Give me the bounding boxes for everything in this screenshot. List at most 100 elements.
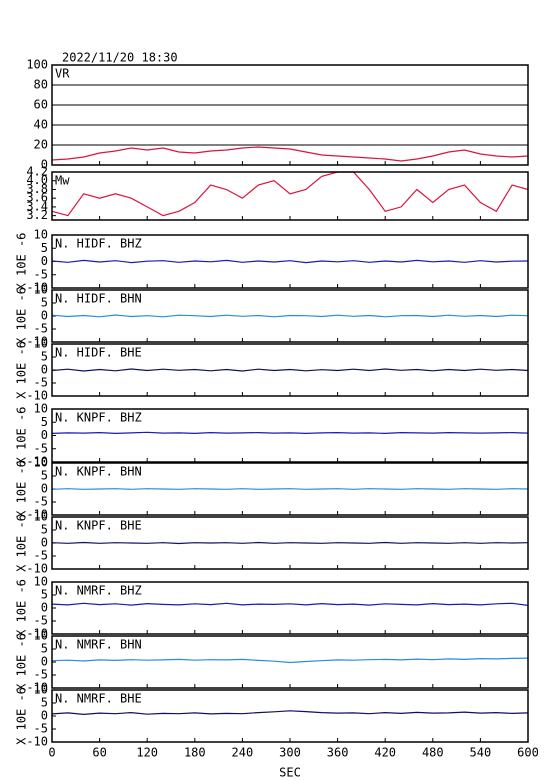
x-tick-label: 480	[422, 746, 444, 760]
y-tick-label: 5	[41, 642, 48, 656]
y-tick-label: -10	[26, 281, 48, 295]
panel-frame	[51, 289, 529, 343]
y-tick-label: 5	[41, 296, 48, 310]
y-tick-label: 10	[34, 456, 48, 470]
y-tick-label: 10	[34, 337, 48, 351]
series-label: N. KNPF. BHZ	[55, 411, 142, 425]
panel-frame	[51, 234, 529, 289]
series-line	[51, 488, 529, 490]
y-tick-label: 5	[41, 523, 48, 537]
y-tick-label: -10	[26, 627, 48, 641]
y-tick-label: -5	[34, 495, 48, 509]
series-label: N. NMRF. BHZ	[55, 584, 142, 598]
y-axis-label: X 10E -6	[15, 287, 29, 345]
y-axis-label: X 10E -6	[15, 579, 29, 637]
x-tick-label: 360	[327, 746, 349, 760]
y-tick-label: -10	[26, 681, 48, 695]
x-tick-label: 300	[279, 746, 301, 760]
y-tick-label: 0	[41, 254, 48, 268]
y-axis-label: X 10E -6	[15, 633, 29, 691]
series-line	[51, 146, 529, 162]
y-tick-label: 4.2	[26, 165, 48, 179]
y-tick-label: 0	[41, 709, 48, 723]
y-tick-label: -10	[26, 562, 48, 576]
y-axis-label: X 10E -6	[15, 687, 29, 745]
y-tick-label: -5	[34, 267, 48, 281]
y-tick-label: 5	[41, 350, 48, 364]
chart-title: 2022/11/20 18:30	[62, 51, 178, 65]
series-line	[51, 259, 529, 264]
y-tick-label: -5	[34, 614, 48, 628]
y-tick-label: 5	[41, 415, 48, 429]
series-line	[51, 171, 529, 217]
x-axis-label: SEC	[279, 766, 301, 780]
y-tick-label: 60	[34, 98, 48, 112]
y-axis-label: X 10E -6	[15, 460, 29, 518]
y-tick-label: 10	[34, 683, 48, 697]
y-tick-label: 5	[41, 469, 48, 483]
y-tick-label: 40	[34, 118, 48, 132]
y-tick-label: 0	[41, 482, 48, 496]
x-tick-label: 180	[184, 746, 206, 760]
series-line	[51, 368, 529, 372]
x-tick-label: 240	[232, 746, 254, 760]
series-line	[51, 657, 529, 664]
panel-frame	[51, 689, 529, 743]
y-tick-label: -10	[26, 335, 48, 349]
series-label: N. HIDF. BHN	[55, 292, 142, 306]
y-tick-label: 10	[34, 575, 48, 589]
y-tick-label: 0	[41, 536, 48, 550]
y-tick-label: 80	[34, 78, 48, 92]
y-tick-label: 5	[41, 241, 48, 255]
series-label: N. NMRF. BHN	[55, 638, 142, 652]
y-tick-label: -5	[34, 376, 48, 390]
y-tick-label: 3.8	[26, 182, 48, 196]
y-tick-label: -10	[26, 389, 48, 403]
series-line	[51, 314, 529, 318]
y-tick-label: -5	[34, 549, 48, 563]
panel-frame	[51, 343, 529, 397]
y-tick-label: -5	[34, 668, 48, 682]
y-tick-label: 100	[26, 58, 48, 72]
y-axis-label: X 10E -6	[15, 233, 29, 291]
x-tick-label: 0	[48, 746, 55, 760]
x-tick-label: 420	[374, 746, 396, 760]
x-tick-label: 120	[136, 746, 158, 760]
series-line	[51, 710, 529, 716]
y-axis-label: X 10E -6	[15, 514, 29, 572]
y-tick-label: 10	[34, 510, 48, 524]
y-tick-label: 10	[34, 283, 48, 297]
y-tick-label: 10	[34, 402, 48, 416]
y-axis-label: X 10E -6	[15, 407, 29, 465]
y-tick-label: 4.0	[26, 173, 48, 187]
y-tick-label: -10	[26, 455, 48, 469]
series-label: N. HIDF. BHZ	[55, 237, 142, 251]
y-tick-label: 0	[41, 428, 48, 442]
y-tick-label: 5	[41, 588, 48, 602]
series-line	[51, 602, 529, 606]
y-tick-label: 0	[41, 158, 48, 172]
panel-frame	[51, 64, 529, 166]
panel-frame	[51, 516, 529, 570]
x-tick-label: 60	[92, 746, 106, 760]
series-label: Mw	[55, 174, 70, 188]
y-tick-label: -5	[34, 722, 48, 736]
y-tick-label: -10	[26, 735, 48, 749]
y-tick-label: -5	[34, 441, 48, 455]
y-tick-label: 3.2	[26, 208, 48, 222]
series-label: N. KNPF. BHN	[55, 465, 142, 479]
y-tick-label: 3.6	[26, 191, 48, 205]
x-tick-label: 540	[470, 746, 492, 760]
x-tick-label: 600	[517, 746, 539, 760]
panel-frame	[51, 581, 529, 635]
series-line	[51, 431, 529, 435]
y-tick-label: 0	[41, 363, 48, 377]
y-tick-label: 0	[41, 601, 48, 615]
y-tick-label: 20	[34, 138, 48, 152]
y-tick-label: 0	[41, 309, 48, 323]
panel-frame	[51, 462, 529, 516]
y-tick-label: 3.4	[26, 199, 48, 213]
y-tick-label: -10	[26, 508, 48, 522]
panel-frame	[51, 408, 529, 463]
